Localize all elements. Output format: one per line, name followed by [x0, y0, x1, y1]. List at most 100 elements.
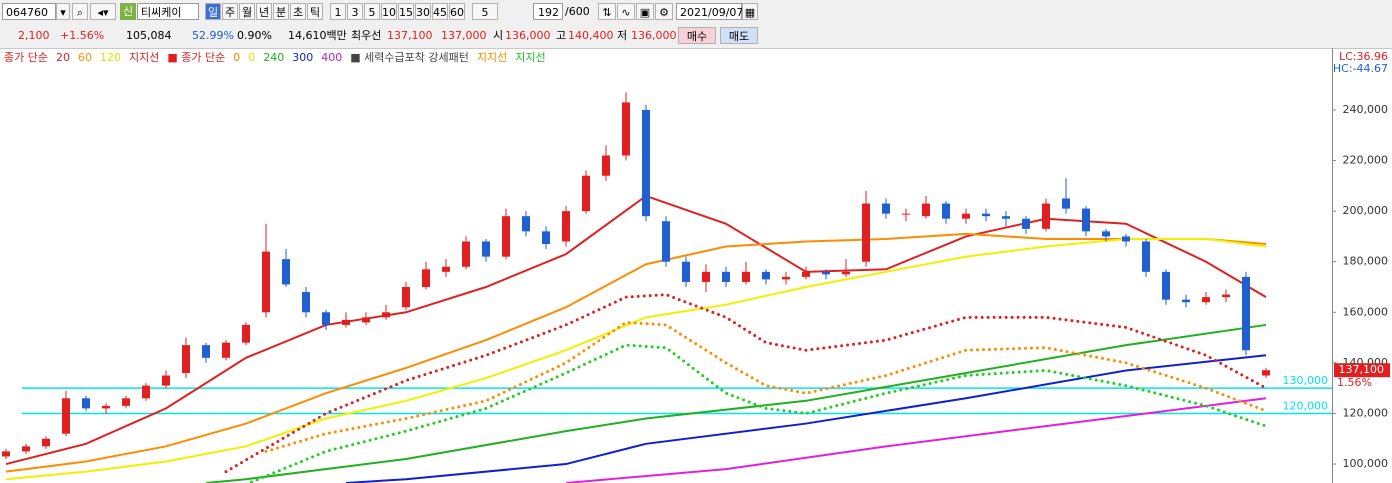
volume-ratio: 52.99%: [192, 29, 234, 42]
toolbar-button[interactable]: 15: [398, 3, 414, 20]
candle-body: [962, 213, 970, 219]
candle-body: [1142, 241, 1150, 272]
candle-body: [322, 312, 330, 325]
candle-body: [1002, 216, 1010, 219]
moving-average: [565, 397, 1267, 483]
candle-body: [562, 211, 570, 242]
toolbar-button[interactable]: 일: [205, 3, 221, 20]
calendar-button[interactable]: ▦: [742, 3, 758, 20]
search-button[interactable]: ⌕: [72, 3, 88, 20]
shown-count[interactable]: 192: [533, 3, 563, 20]
candle-body: [722, 271, 730, 282]
candle-body: [822, 271, 830, 275]
legend-item: 240: [263, 51, 284, 64]
toolbar-button[interactable]: 월: [239, 3, 255, 20]
candle-body: [262, 251, 270, 313]
toolbar-button[interactable]: 45: [432, 3, 448, 20]
turnover: 0.90%: [237, 29, 272, 42]
candle-body: [342, 319, 350, 325]
toolbar-button[interactable]: 5: [472, 3, 498, 20]
y-tick-label: 160,000: [1343, 305, 1389, 318]
legend-item: 60: [78, 51, 92, 64]
moving-average: [5, 237, 1267, 481]
candle-body: [222, 342, 230, 358]
toolbar-button[interactable]: 주: [222, 3, 238, 20]
toolbar-button[interactable]: 5: [364, 3, 380, 20]
candle-body: [1182, 299, 1190, 303]
candle-body: [62, 398, 70, 434]
toolbar-button[interactable]: 10: [381, 3, 397, 20]
high-label: 고: [556, 29, 567, 42]
toolbar-button[interactable]: 초: [290, 3, 306, 20]
sound-button[interactable]: ◂▾: [90, 3, 116, 20]
toolbar: 064760 ▾ ⌕ ◂▾ 신 티씨케이 일 주 월 년 분 초 틱 1 3 5 10 15 30 45 6…: [0, 0, 1392, 25]
change: 2,100: [18, 29, 50, 42]
toolbar-button[interactable]: 년: [256, 3, 272, 20]
candle-body: [2, 451, 10, 457]
toolbar-button[interactable]: 60: [449, 3, 465, 20]
toolbar-button[interactable]: 틱: [307, 3, 323, 20]
legend-item: 20: [56, 51, 70, 64]
save-button[interactable]: ▣: [636, 3, 654, 20]
y-tick-label: 220,000: [1343, 154, 1389, 167]
candle-body: [282, 259, 290, 285]
envelope-line: [224, 293, 1268, 474]
legend-item: 400: [321, 51, 342, 64]
buy-button[interactable]: 매수: [678, 27, 716, 44]
candle-body: [782, 276, 790, 280]
candle-body: [1042, 203, 1050, 229]
code-input[interactable]: 064760: [2, 3, 56, 20]
candle-body: [482, 241, 490, 257]
legend-item: 지지선: [129, 51, 159, 64]
candle-body: [682, 261, 690, 282]
envelope-line: [264, 320, 1268, 453]
candle-body: [942, 203, 950, 219]
legend-item: 0: [233, 51, 240, 64]
legend-item: 300: [292, 51, 313, 64]
candle-body: [142, 385, 150, 399]
candle-body: [502, 216, 510, 257]
low: 136,000: [631, 29, 677, 42]
toolbar-button[interactable]: 분: [273, 3, 289, 20]
stock-name: 티씨케이: [137, 3, 199, 20]
support-label: 120,000: [1283, 399, 1329, 412]
date-input[interactable]: 2021/09/07: [676, 3, 743, 20]
support-label: 130,000: [1283, 374, 1329, 387]
candle-body: [1082, 208, 1090, 232]
candle-body: [22, 446, 30, 452]
legend-item: 지지선: [515, 51, 545, 64]
settings-button[interactable]: ⚙: [655, 3, 673, 20]
volume: 105,084: [126, 29, 172, 42]
legend-item: 종가 단순: [4, 51, 48, 64]
low-label: 저: [617, 29, 628, 42]
sell-button[interactable]: 매도: [720, 27, 758, 44]
toolbar-button[interactable]: 30: [415, 3, 431, 20]
best-bid: 137,000: [441, 29, 487, 42]
candle-body: [42, 438, 50, 447]
change-pct: +1.56%: [60, 29, 105, 42]
toolbar-button[interactable]: 1: [330, 3, 346, 20]
dropdown[interactable]: ▾: [56, 3, 70, 20]
candle-body: [462, 241, 470, 267]
legend-item: ■ 세력수급포착 강세패턴: [350, 51, 469, 64]
candle-body: [1202, 297, 1210, 303]
badge: 신: [120, 3, 136, 20]
tool-button[interactable]: ∿: [617, 3, 635, 20]
candle-body: [162, 375, 170, 386]
high: 140,400: [568, 29, 614, 42]
candle-body: [102, 405, 110, 409]
open: 136,000: [505, 29, 551, 42]
candle-body: [82, 398, 90, 409]
last-price-box: [1334, 363, 1390, 378]
legend-item: ■ 종가 단순: [167, 51, 225, 64]
legend-item: 0: [248, 51, 255, 64]
y-tick-label: 240,000: [1343, 103, 1389, 116]
candle-body: [842, 271, 850, 275]
candle-body: [882, 203, 890, 214]
candle-body: [1122, 236, 1130, 242]
toolbar-button[interactable]: 3: [347, 3, 363, 20]
candle-body: [742, 271, 750, 282]
moving-average: [5, 194, 1267, 466]
tool-button[interactable]: ⇅: [598, 3, 616, 20]
amount: 14,610백만: [288, 29, 347, 42]
